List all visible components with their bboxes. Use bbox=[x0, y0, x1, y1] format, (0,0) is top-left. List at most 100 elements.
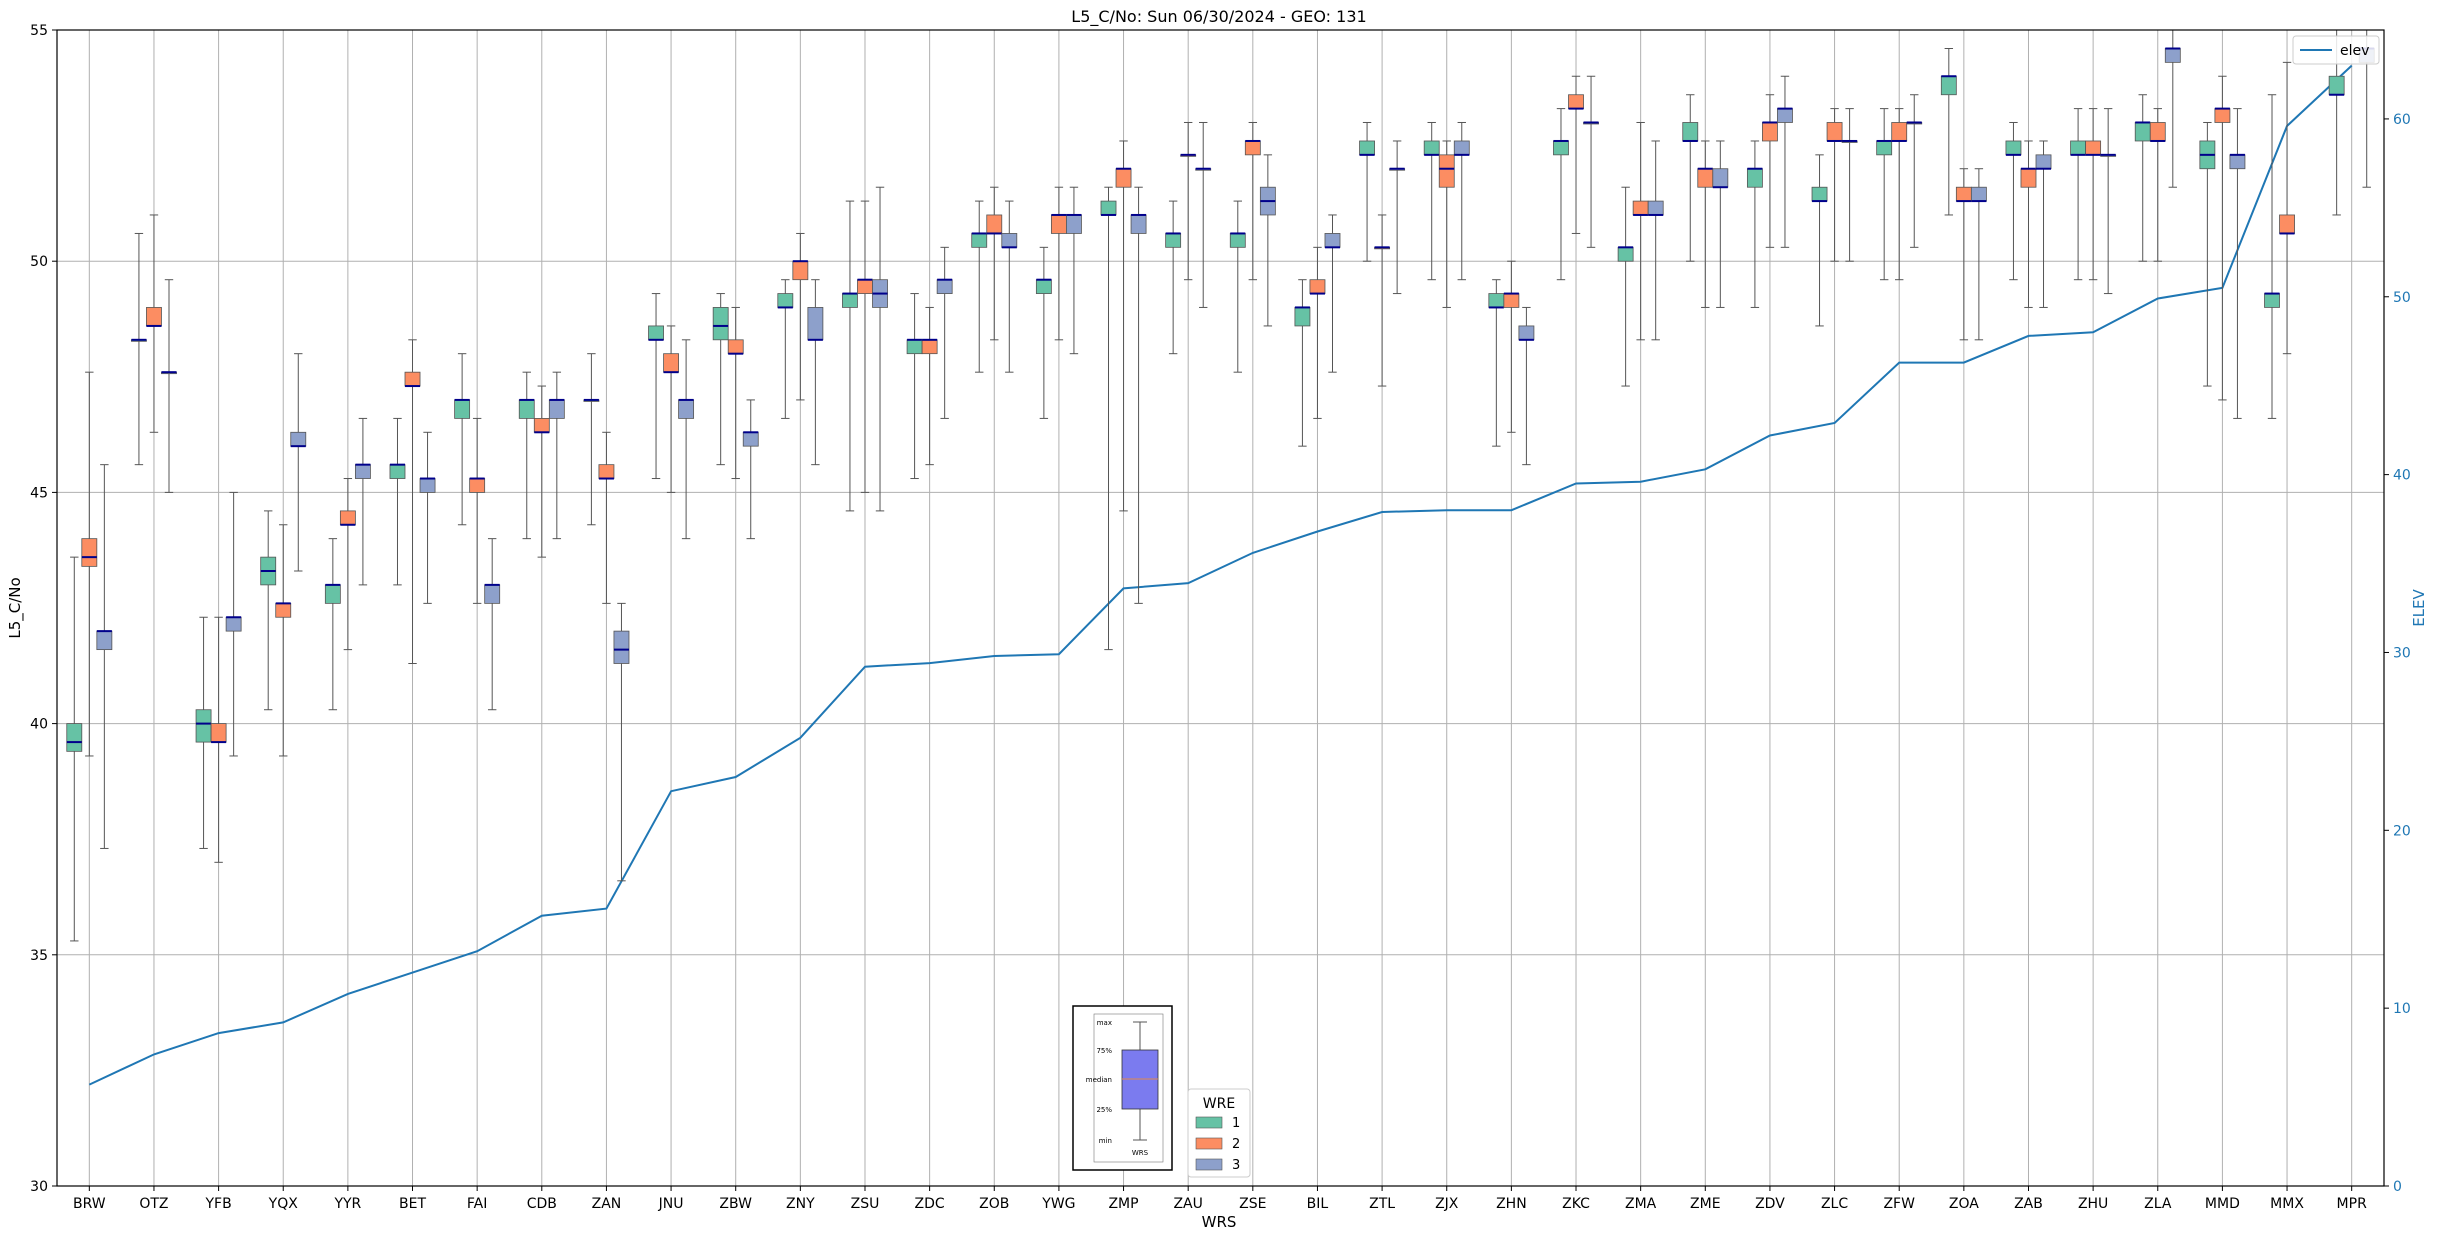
box-wre-1 bbox=[1553, 140, 1569, 156]
box-wre-1 bbox=[1940, 75, 1957, 96]
x-tick-label: MMD bbox=[2205, 1196, 2240, 1212]
box-wre-1 bbox=[1488, 293, 1505, 308]
x-tick-label: ZOA bbox=[1949, 1196, 1979, 1212]
elevation-layer bbox=[88, 64, 2353, 1086]
box-wre-1 bbox=[2005, 140, 2022, 156]
y2-tick-label: 50 bbox=[2393, 290, 2411, 306]
box-wre-1 bbox=[324, 584, 341, 604]
x-tick-label: ZBW bbox=[719, 1196, 752, 1212]
elev-legend-frame bbox=[2292, 35, 2380, 65]
box-wre-2 bbox=[1568, 94, 1584, 110]
x-tick-label: ZLC bbox=[1821, 1196, 1848, 1212]
box-wre-2 bbox=[1438, 154, 1455, 188]
x-tick-label: ZJX bbox=[1435, 1196, 1459, 1212]
box-wre-1 bbox=[1423, 140, 1440, 156]
box-wre-2 bbox=[2149, 122, 2166, 142]
box-wre-3 bbox=[1453, 140, 1470, 156]
boxplot-layer bbox=[66, 29, 2375, 942]
inset-label-median: median bbox=[1086, 1076, 1112, 1084]
box-wre-2 bbox=[727, 339, 744, 355]
x-tick-label: ZHN bbox=[1496, 1196, 1527, 1212]
wre-legend-frame bbox=[1187, 1088, 1251, 1178]
box-wre-2 bbox=[921, 339, 938, 355]
box-wre-1 bbox=[648, 325, 664, 341]
box-wre-2 bbox=[663, 353, 679, 373]
y2-tick-label: 10 bbox=[2393, 1001, 2411, 1017]
box-wre-3 bbox=[1001, 233, 1018, 248]
inset-label-q3: 75% bbox=[1096, 1047, 1112, 1055]
x-tick-label: BET bbox=[399, 1196, 426, 1212]
box-wre-3 bbox=[1518, 325, 1535, 341]
box-wre-3 bbox=[1970, 186, 1987, 202]
box-wre-3 bbox=[290, 431, 307, 447]
chart-title: L5_C/No: Sun 06/30/2024 - GEO: 131 bbox=[1071, 7, 1366, 27]
box-wre-2 bbox=[146, 307, 162, 327]
y-tick-label: 40 bbox=[30, 717, 48, 733]
box-wre-1 bbox=[1100, 200, 1117, 216]
box-wre-3 bbox=[1777, 108, 1793, 123]
box-wre-2 bbox=[469, 478, 486, 493]
x-tick-label: JNU bbox=[658, 1196, 684, 1212]
wre-legend-title: WRE bbox=[1203, 1096, 1235, 1112]
x-tick-label: ZOB bbox=[979, 1196, 1009, 1212]
box-wre-1 bbox=[971, 233, 988, 248]
box-wre-2 bbox=[1697, 168, 1714, 188]
wre-legend-label-1: 1 bbox=[1232, 1116, 1240, 1131]
box-wre-1 bbox=[1876, 140, 1893, 156]
x-tick-label: CDB bbox=[527, 1196, 557, 1212]
boxplot-key-inset: max 75% median 25% min WRS bbox=[1072, 1005, 1173, 1171]
x-tick-label: ZSU bbox=[851, 1196, 880, 1212]
box-wre-3 bbox=[1130, 214, 1147, 234]
box-wre-2 bbox=[1050, 214, 1067, 234]
axis-layer: 30 35 40 45 50 55 0 10 20 30 40 50 60 BRW OTZ YFB YQX YYR… bbox=[30, 23, 2411, 1212]
box-wre-3 bbox=[2164, 48, 2181, 63]
y2-tick-label: 60 bbox=[2393, 112, 2411, 128]
box-wre-2 bbox=[210, 723, 227, 743]
box-wre-1 bbox=[777, 293, 794, 308]
wre-legend-label-3: 3 bbox=[1232, 1158, 1240, 1173]
elev-series-line bbox=[88, 64, 2353, 1086]
box-wre-3 bbox=[613, 630, 630, 664]
plot-frame bbox=[56, 29, 2385, 1187]
x-tick-label: BIL bbox=[1307, 1196, 1329, 1212]
x-tick-label: ZSE bbox=[1239, 1196, 1266, 1212]
box-wre-1 bbox=[1229, 233, 1246, 248]
box-wre-2 bbox=[81, 538, 98, 567]
x-tick-label: OTZ bbox=[139, 1196, 168, 1212]
x-tick-label: ZMP bbox=[1108, 1196, 1138, 1212]
box-wre-2 bbox=[275, 602, 292, 618]
box-wre-1 bbox=[2070, 140, 2087, 156]
wre-legend: WRE 1 2 3 bbox=[1187, 1088, 1251, 1178]
x-tick-label: MPR bbox=[2337, 1196, 2368, 1212]
x-axis-label: WRS bbox=[1202, 1213, 1237, 1231]
box-wre-1 bbox=[66, 723, 83, 752]
x-tick-label: ZMA bbox=[1625, 1196, 1657, 1212]
y2-tick-label: 40 bbox=[2393, 468, 2411, 484]
inset-label-q1: 25% bbox=[1096, 1106, 1112, 1114]
box-wre-2 bbox=[1826, 122, 1843, 142]
x-tick-label: ZTL bbox=[1369, 1196, 1395, 1212]
box-wre-3 bbox=[225, 616, 242, 632]
box-wre-3 bbox=[742, 431, 759, 447]
x-tick-label: ZNY bbox=[786, 1196, 815, 1212]
box-wre-1 bbox=[2264, 293, 2280, 308]
box-wre-3 bbox=[1324, 233, 1341, 248]
y-tick-label: 45 bbox=[30, 485, 48, 501]
box-wre-3 bbox=[96, 630, 113, 651]
x-tick-label: YYR bbox=[333, 1196, 361, 1212]
box-wre-1 bbox=[1682, 122, 1699, 142]
x-tick-label: ZME bbox=[1690, 1196, 1721, 1212]
box-wre-2 bbox=[339, 510, 356, 526]
y-tick-label: 35 bbox=[30, 948, 48, 964]
box-wre-3 bbox=[2035, 154, 2052, 170]
x-tick-label: YFB bbox=[204, 1196, 231, 1212]
box-wre-1 bbox=[1294, 307, 1311, 327]
box-wre-2 bbox=[598, 464, 615, 479]
box-wre-1 bbox=[2328, 75, 2345, 96]
box-wre-2 bbox=[1309, 279, 1326, 294]
box-wre-2 bbox=[404, 371, 421, 387]
elev-legend-label: elev bbox=[2340, 43, 2369, 59]
box-wre-2 bbox=[2279, 214, 2295, 234]
box-wre-1 bbox=[389, 464, 406, 479]
box-wre-2 bbox=[533, 418, 550, 433]
